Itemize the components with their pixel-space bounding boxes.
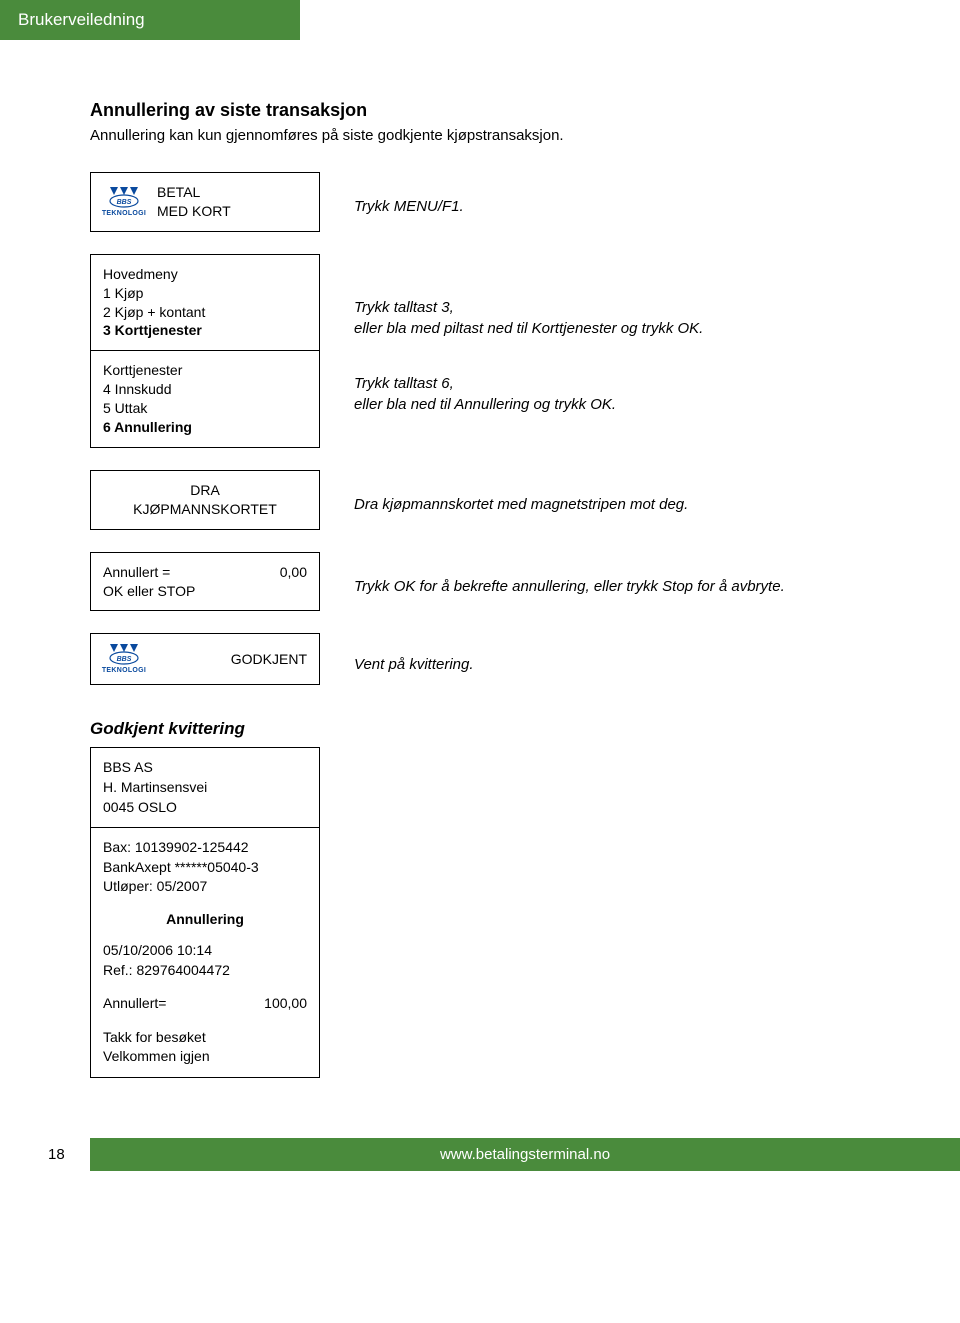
terminal-screen: BBS TEKNOLOGI BETAL MED KORT bbox=[90, 172, 320, 232]
step-description: Trykk talltast 3, eller bla med piltast … bbox=[320, 254, 703, 448]
terminal-text: DRA KJØPMANNSKORTET bbox=[103, 481, 307, 519]
receipt-title: Godkjent kvittering bbox=[90, 719, 870, 739]
receipt-card: Bax: 10139902-125442 BankAxept ******050… bbox=[103, 838, 307, 897]
footer-url: www.betalingsterminal.no bbox=[90, 1138, 960, 1171]
step-description: Dra kjøpmannskortet med magnetstripen mo… bbox=[320, 470, 688, 530]
page-content: Annullering av siste transaksjon Annulle… bbox=[0, 40, 960, 1078]
receipt-type: Annullering bbox=[103, 911, 307, 927]
step-description: Trykk MENU/F1. bbox=[320, 172, 464, 232]
receipt-section: Godkjent kvittering BBS AS H. Martinsens… bbox=[90, 719, 870, 1078]
page-number: 18 bbox=[0, 1146, 90, 1163]
desc-bot: Trykk talltast 6, eller bla ned til Annu… bbox=[354, 373, 703, 415]
step-annullert: Annullert = 0,00 OK eller STOP Trykk OK … bbox=[90, 552, 870, 612]
page-header-title: Brukerveiledning bbox=[18, 10, 145, 29]
page-footer: 18 www.betalingsterminal.no bbox=[0, 1138, 960, 1195]
section-title: Annullering av siste transaksjon bbox=[90, 100, 870, 121]
step-betal-med-kort: BBS TEKNOLOGI BETAL MED KORT Trykk MENU/… bbox=[90, 172, 870, 232]
step-hovedmeny: Hovedmeny 1 Kjøp 2 Kjøp + kontant 3 Kort… bbox=[90, 254, 870, 448]
terminal-text: GODKJENT bbox=[157, 650, 307, 669]
menu-hovedmeny: Hovedmeny 1 Kjøp 2 Kjøp + kontant 3 Kort… bbox=[103, 265, 307, 341]
logo-sublabel: TEKNOLOGI bbox=[102, 667, 146, 674]
desc-top: Trykk talltast 3, eller bla med piltast … bbox=[354, 297, 703, 339]
page-header: Brukerveiledning bbox=[0, 0, 300, 40]
terminal-screen: BBS TEKNOLOGI GODKJENT bbox=[90, 633, 320, 685]
bbs-logo: BBS TEKNOLOGI bbox=[103, 187, 145, 217]
menu-korttjenester: Korttjenester 4 Innskudd 5 Uttak 6 Annul… bbox=[103, 361, 307, 437]
svg-text:BBS: BBS bbox=[117, 656, 132, 663]
terminal-screen: Annullert = 0,00 OK eller STOP bbox=[90, 552, 320, 612]
step-description: Vent på kvittering. bbox=[320, 633, 474, 685]
bbs-logo: BBS TEKNOLOGI bbox=[103, 644, 145, 674]
section-intro: Annullering kan kun gjennomføres på sist… bbox=[90, 127, 870, 144]
terminal-screen: Hovedmeny 1 Kjøp 2 Kjøp + kontant 3 Kort… bbox=[90, 254, 320, 448]
receipt-box: BBS AS H. Martinsensvei 0045 OSLO Bax: 1… bbox=[90, 747, 320, 1078]
terminal-screen: DRA KJØPMANNSKORTET bbox=[90, 470, 320, 530]
receipt-amount: Annullert= 100,00 bbox=[103, 994, 307, 1014]
step-dra-kort: DRA KJØPMANNSKORTET Dra kjøpmannskortet … bbox=[90, 470, 870, 530]
receipt-thanks: Takk for besøket Velkommen igjen bbox=[103, 1028, 307, 1067]
logo-sublabel: TEKNOLOGI bbox=[102, 210, 146, 217]
terminal-text: BETAL MED KORT bbox=[157, 183, 231, 221]
step-description: Trykk OK for å bekrefte annullering, ell… bbox=[320, 552, 785, 612]
step-godkjent: BBS TEKNOLOGI GODKJENT Vent på kvitterin… bbox=[90, 633, 870, 685]
receipt-merchant: BBS AS H. Martinsensvei 0045 OSLO bbox=[103, 758, 307, 817]
receipt-meta: 05/10/2006 10:14 Ref.: 829764004472 bbox=[103, 941, 307, 980]
svg-text:BBS: BBS bbox=[117, 199, 132, 206]
terminal-text: Annullert = 0,00 OK eller STOP bbox=[103, 563, 307, 601]
